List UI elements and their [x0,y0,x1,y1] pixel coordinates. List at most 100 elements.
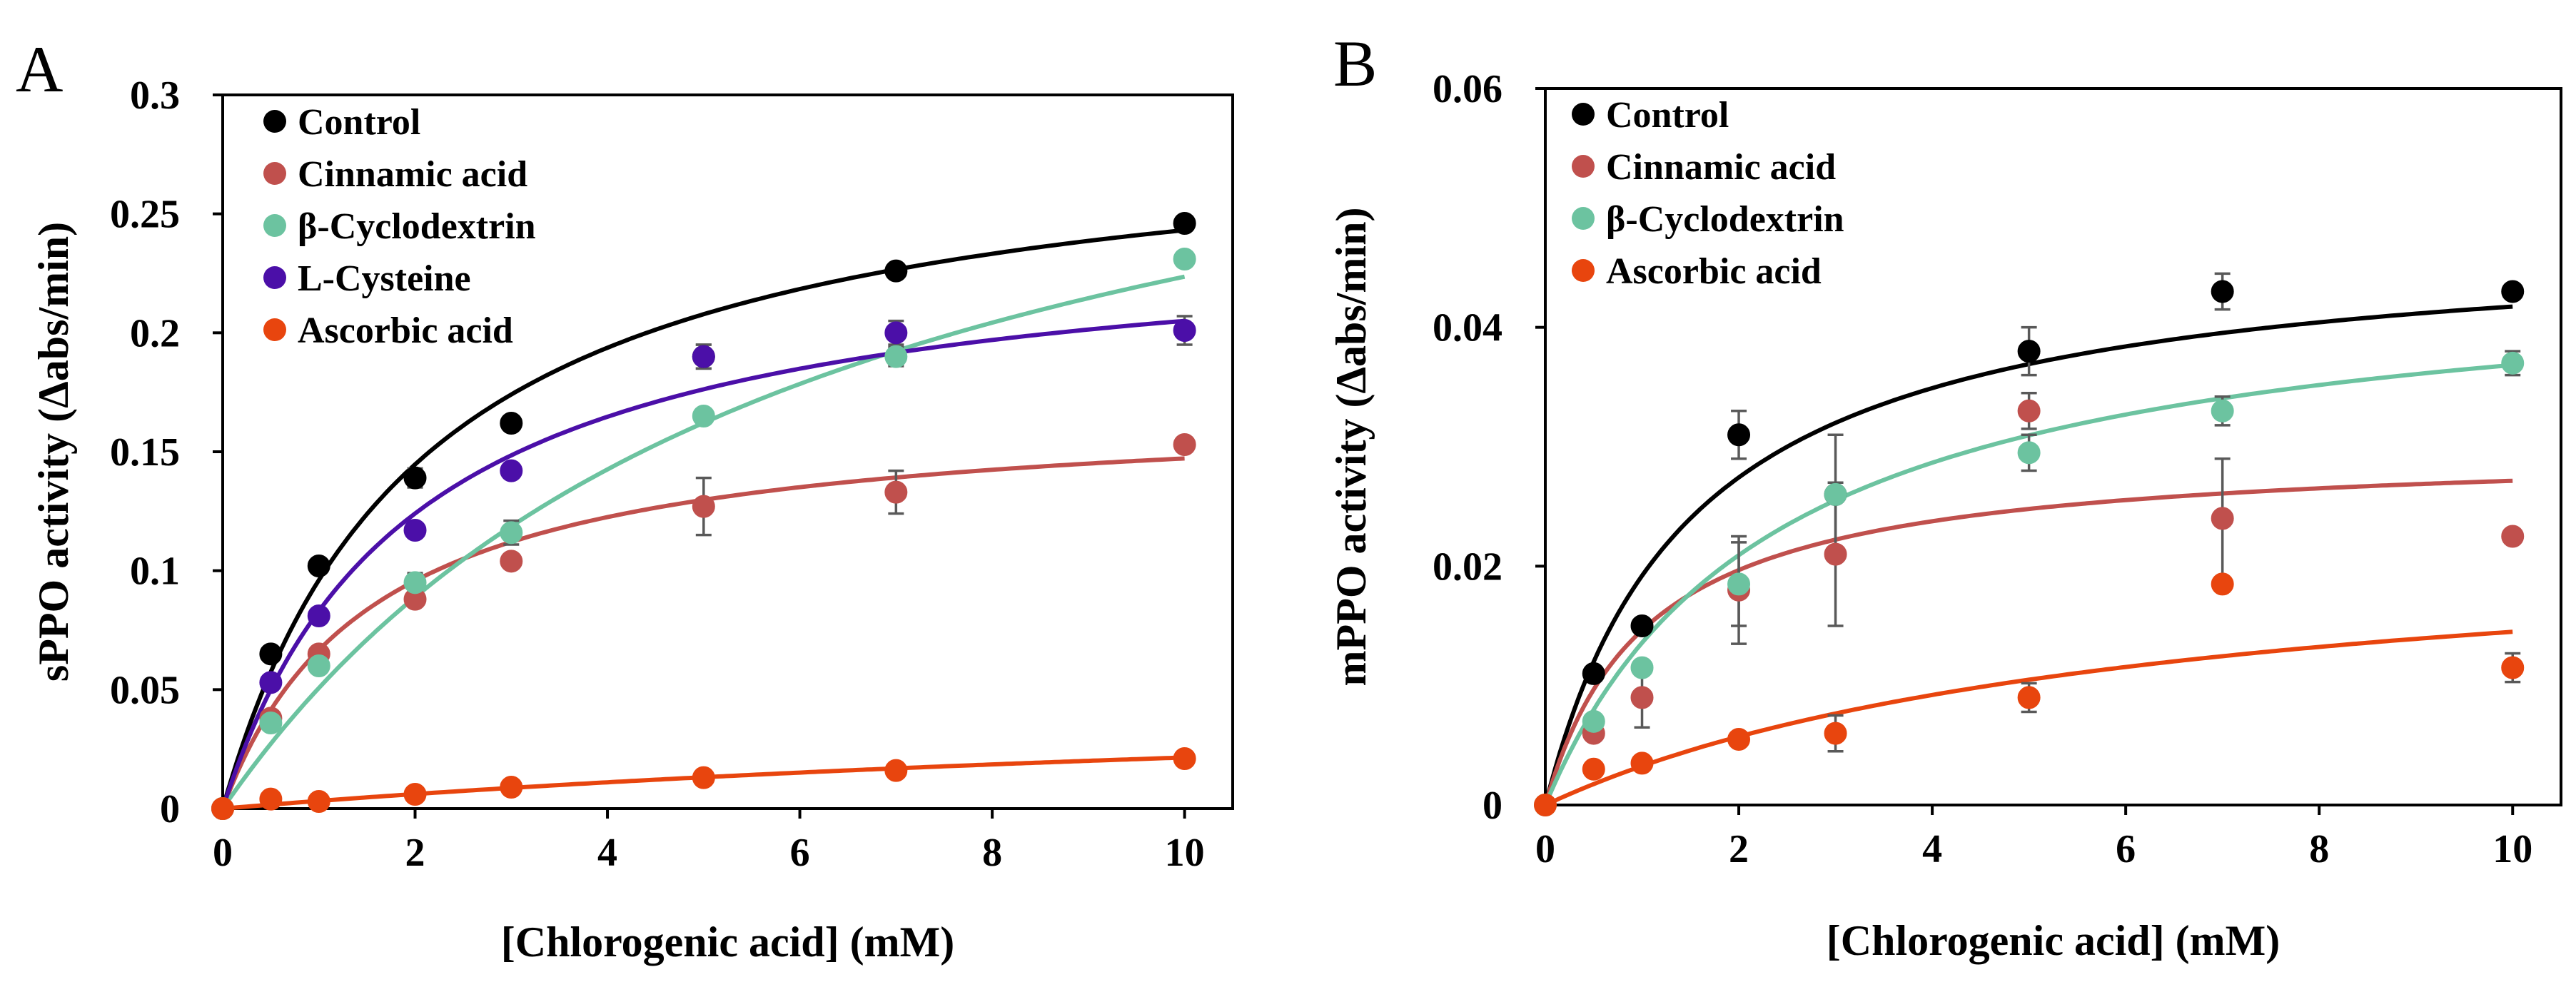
chart-a-y-axis-title: sPPO activity (Δabs/min) [30,222,77,682]
chart-a-x-tick-label: 10 [1165,831,1205,875]
chart-a-point-control [259,642,283,666]
chart-a-point-l-cysteine [1173,319,1196,342]
chart-a-x-tick-label: 0 [213,831,233,875]
chart-b-y-axis-title: mPPO activity (Δabs/min) [1328,208,1375,687]
chart-a-point-cinnamic-acid [500,550,523,573]
chart-a-point-ascorbic-acid [211,797,234,820]
chart-b-point-cinnamic-acid [2017,399,2041,422]
chart-a-point-cinnamic-acid [692,495,715,518]
chart-a-point-beta-cyclodextrin [692,405,715,427]
panel-letter-b: B [1333,27,1377,100]
chart-b-point-control [1727,423,1751,447]
chart-a-point-l-cysteine [500,459,523,482]
chart-b-point-beta-cyclodextrin [2211,399,2234,422]
chart-b-point-beta-cyclodextrin [1582,709,1605,733]
chart-b-x-axis-title: [Chlorogenic acid] (mM) [1827,917,2280,964]
chart-a-point-ascorbic-acid [259,787,283,811]
panel-letter-a: A [16,33,63,106]
chart-b-legend-label-control: Control [1606,95,1729,136]
chart-b-point-beta-cyclodextrin [1824,482,1847,506]
chart-b-fit-curve-cinnamic-acid [1543,478,2513,806]
chart-b-point-ascorbic-acid [1727,727,1751,751]
chart-a-legend-marker-cinnamic-acid [263,162,286,185]
chart-a-y-tick-label: 0.15 [110,430,180,475]
chart-a-x-tick-label: 6 [790,831,810,875]
chart-b-fit-curve-beta-cyclodextrin [1543,363,2513,806]
chart-b-point-cinnamic-acid [1824,542,1847,566]
chart-b-x-tick-label: 0 [1535,827,1555,871]
chart-a-y-tick-label: 0.3 [130,74,180,118]
chart-a-fit-curve-l-cysteine [221,318,1185,809]
chart-a-legend-marker-l-cysteine [263,266,286,289]
chart-a-point-control [500,412,523,435]
chart-b-y-tick-label: 0.02 [1433,545,1502,589]
chart-b-plot-frame [1544,87,2562,806]
chart-a-point-control [403,466,427,490]
chart-a-point-cinnamic-acid [884,480,908,504]
chart-a-y-tick-label: 0.25 [110,193,180,237]
chart-a-point-ascorbic-acid [403,783,427,806]
chart-a-point-ascorbic-acid [307,790,330,813]
chart-a-point-l-cysteine [307,604,330,627]
chart-b-x-tick-label: 6 [2116,827,2136,871]
chart-b-point-control [1630,614,1654,637]
chart-b-point-control [1582,662,1605,685]
chart-b-point-beta-cyclodextrin [1630,656,1654,679]
chart-a-fit-curve-control [221,228,1185,809]
chart-a-point-l-cysteine [403,519,427,542]
chart-a-legend-label-ascorbic-acid: Ascorbic acid [298,310,513,351]
chart-a-x-tick-label: 4 [597,831,617,875]
chart-a-legend-label-beta-cyclodextrin: β-Cyclodextrin [298,206,536,247]
chart-b-point-cinnamic-acid [2211,507,2234,530]
chart-a-y-tick-label: 0.05 [110,668,180,712]
chart-a-legend-marker-beta-cyclodextrin [263,214,286,237]
chart-a: 0 2 4 6 8 10 0 0.05 0.1 0.15 0.2 0.25 0.3 [Chlorogeni… [30,74,1234,966]
chart-a-legend-marker-control [263,110,286,133]
chart-b-legend-marker-control [1572,103,1595,126]
chart-a-point-control [1173,212,1196,235]
chart-b-legend-marker-beta-cyclodextrin [1572,207,1595,230]
chart-a-point-beta-cyclodextrin [1173,248,1196,270]
chart-b-point-cinnamic-acid [2501,525,2525,548]
chart-b-point-ascorbic-acid [1582,757,1605,781]
chart-b-x-tick-label: 10 [2492,827,2532,871]
chart-a-point-control [884,259,908,283]
chart-a-point-l-cysteine [884,321,908,345]
chart-b-point-ascorbic-acid [2211,572,2234,596]
chart-b-point-ascorbic-acid [2017,686,2041,709]
chart-a-point-l-cysteine [692,345,715,368]
chart-a-point-l-cysteine [259,671,283,694]
chart-b-legend-label-cinnamic-acid: Cinnamic acid [1606,147,1836,188]
chart-b: 0 2 4 6 8 10 0 0.02 0.04 0.06 [Chlorogenic acid] (… [1328,67,2562,964]
chart-a-legend-label-cinnamic-acid: Cinnamic acid [298,154,527,195]
chart-b-point-control [2017,340,2041,363]
chart-a-x-tick-label: 2 [405,831,425,875]
chart-a-x-tick-label: 8 [982,831,1002,875]
chart-b-x-tick-label: 2 [1729,827,1749,871]
chart-b-point-ascorbic-acid [1534,794,1557,816]
chart-a-point-beta-cyclodextrin [307,654,330,677]
chart-b-legend-marker-cinnamic-acid [1572,155,1595,178]
chart-b-y-tick-label: 0.04 [1433,306,1502,350]
chart-b-point-ascorbic-acid [1824,722,1847,745]
chart-b-point-ascorbic-acid [1630,751,1654,775]
chart-a-x-axis-title: [Chlorogenic acid] (mM) [501,918,954,966]
chart-a-point-ascorbic-acid [884,759,908,782]
chart-b-point-control [2501,280,2525,303]
chart-a-point-ascorbic-acid [692,766,715,789]
chart-a-point-control [307,555,330,577]
chart-b-point-ascorbic-acid [2501,656,2525,679]
chart-b-legend-marker-ascorbic-acid [1572,259,1595,282]
chart-b-legend-label-ascorbic-acid: Ascorbic acid [1606,251,1822,292]
chart-a-legend-label-l-cysteine: L-Cysteine [298,258,471,299]
chart-a-point-beta-cyclodextrin [500,521,523,545]
chart-b-y-tick-label: 0.06 [1433,67,1502,111]
chart-b-fit-curve-ascorbic-acid [1544,629,2513,807]
chart-b-point-beta-cyclodextrin [1727,572,1751,596]
chart-b-point-beta-cyclodextrin [2017,441,2041,465]
chart-a-point-ascorbic-acid [500,776,523,799]
chart-a-point-ascorbic-acid [1173,747,1196,770]
chart-a-point-beta-cyclodextrin [259,712,283,734]
chart-b-point-control [2211,280,2234,303]
